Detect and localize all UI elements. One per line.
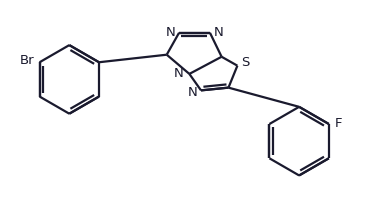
Text: F: F [334, 118, 342, 131]
Text: N: N [188, 86, 197, 99]
Text: Br: Br [19, 54, 34, 67]
Text: N: N [214, 26, 223, 39]
Text: N: N [174, 67, 184, 81]
Text: N: N [166, 26, 176, 39]
Text: S: S [242, 56, 250, 69]
